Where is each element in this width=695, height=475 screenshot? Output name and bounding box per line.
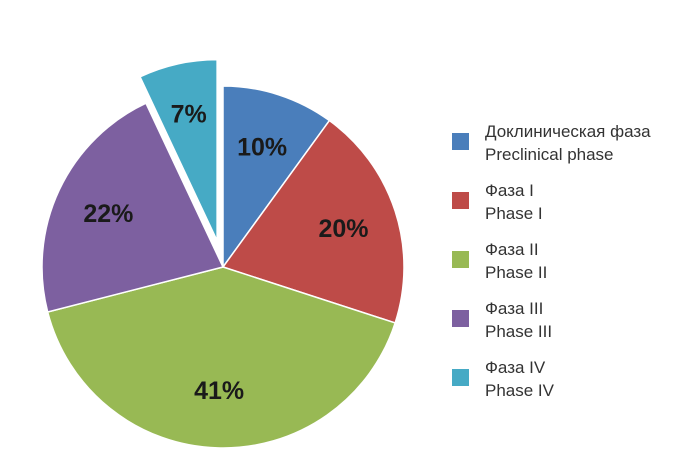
legend-swatch: [452, 251, 469, 268]
legend-label-ru: Фаза II: [485, 240, 539, 259]
legend-swatch: [452, 133, 469, 150]
legend-label-ru: Фаза IV: [485, 358, 546, 377]
legend-swatch: [452, 192, 469, 209]
legend-item-5: Фаза IV Phase IV: [452, 358, 555, 400]
legend-swatch: [452, 369, 469, 386]
pie-value-labels: 10% 20% 41% 22% 7%: [83, 100, 368, 405]
pie-slice-2: [221, 119, 405, 324]
legend-item-4: Фаза III Phase III: [452, 299, 552, 341]
legend-label-en: Phase II: [485, 263, 547, 282]
legend-label-en: Preclinical phase: [485, 145, 614, 164]
legend-item-1: Доклиническая фаза Preclinical phase: [452, 122, 651, 164]
pie-slices: [41, 58, 405, 449]
pie-slice-1: [222, 85, 331, 270]
slice-value-label-3: 41%: [194, 377, 244, 405]
legend-label-en: Phase III: [485, 322, 552, 341]
legend-label-ru: Фаза I: [485, 181, 534, 200]
slice-value-label-1: 10%: [237, 134, 287, 162]
legend-label-en: Phase I: [485, 204, 543, 223]
pie-slice-3: [46, 266, 397, 449]
slice-value-label-2: 20%: [318, 215, 368, 243]
legend-item-3: Фаза II Phase II: [452, 240, 547, 282]
legend: Доклиническая фаза Preclinical phase Фаза …: [452, 122, 651, 400]
legend-item-2: Фаза I Phase I: [452, 181, 543, 223]
slice-value-label-5: 7%: [171, 100, 207, 128]
legend-label-ru: Фаза III: [485, 299, 543, 318]
pie-slice-4: [41, 102, 225, 313]
legend-swatch: [452, 310, 469, 327]
legend-label-en: Phase IV: [485, 381, 555, 400]
slice-value-label-4: 22%: [83, 200, 133, 228]
legend-label-ru: Доклиническая фаза: [485, 122, 651, 141]
pie-slice-5: [139, 58, 218, 241]
